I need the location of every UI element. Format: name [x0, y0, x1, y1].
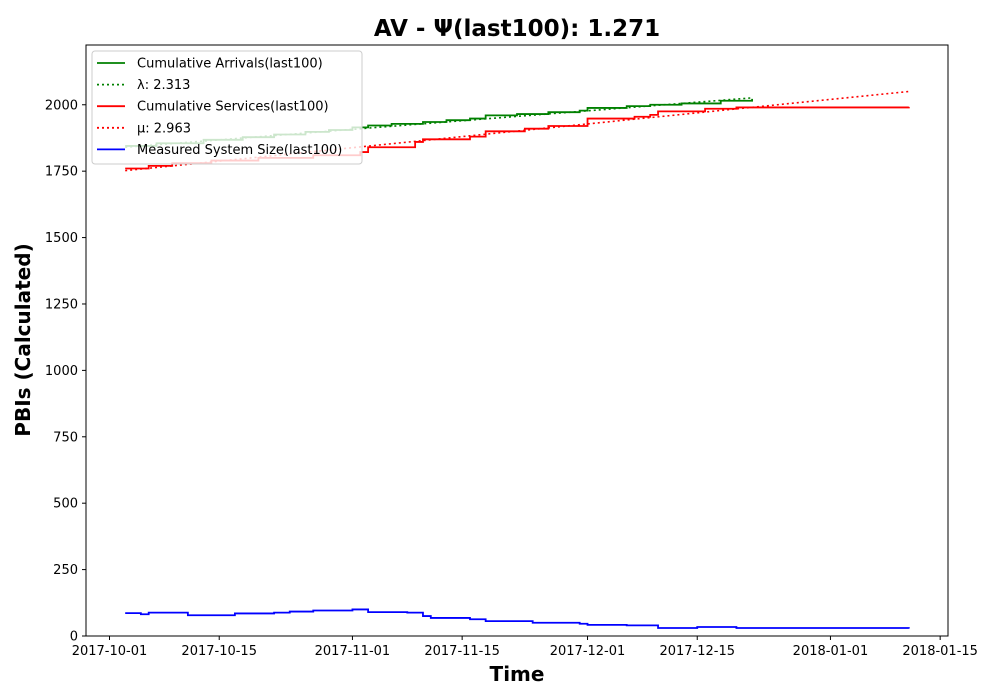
- y-tick-label: 1250: [45, 297, 78, 312]
- y-tick-label: 250: [53, 563, 78, 578]
- y-tick-label: 2000: [45, 98, 78, 113]
- x-tick-label: 2017-11-01: [315, 644, 391, 659]
- y-tick-label: 1500: [45, 231, 78, 246]
- x-tick-label: 2017-10-15: [181, 644, 257, 659]
- legend-box: [91, 50, 363, 165]
- legend: Cumulative Arrivals(last100) λ: 2.313 Cumu…: [91, 50, 363, 165]
- x-tick-label: 2017-12-01: [550, 644, 626, 659]
- x-tick-label: 2017-10-01: [72, 644, 148, 659]
- y-tick-label: 1750: [45, 165, 78, 180]
- y-tick-label: 750: [53, 430, 78, 445]
- legend-label: Cumulative Arrivals(last100): [137, 57, 323, 72]
- legend-label: λ: 2.313: [137, 78, 190, 93]
- legend-label: Measured System Size(last100): [137, 143, 342, 158]
- axes-layer: 2017-10-01 2017-10-15 2017-11-01 2017-11-15…: [45, 98, 978, 659]
- series-layer: [125, 90, 910, 629]
- y-axis-title: PBIs (Calculated): [11, 243, 35, 436]
- x-axis-title: Time: [490, 662, 545, 686]
- y-tick-label: 0: [70, 630, 78, 645]
- x-tick-label: 2017-12-15: [659, 644, 735, 659]
- y-tick-label: 500: [53, 497, 78, 512]
- legend-label: μ: 2.963: [137, 121, 191, 136]
- x-tick-label: 2018-01-01: [793, 644, 869, 659]
- x-tick-label: 2018-01-15: [902, 644, 978, 659]
- y-tick-label: 1000: [45, 364, 78, 379]
- x-tick-label: 2017-11-15: [424, 644, 500, 659]
- series-line: [125, 608, 910, 629]
- plot-area-frame: [85, 44, 949, 637]
- chart-title: AV - Ψ(last100): 1.271: [374, 16, 660, 42]
- legend-label: Cumulative Services(last100): [137, 100, 329, 115]
